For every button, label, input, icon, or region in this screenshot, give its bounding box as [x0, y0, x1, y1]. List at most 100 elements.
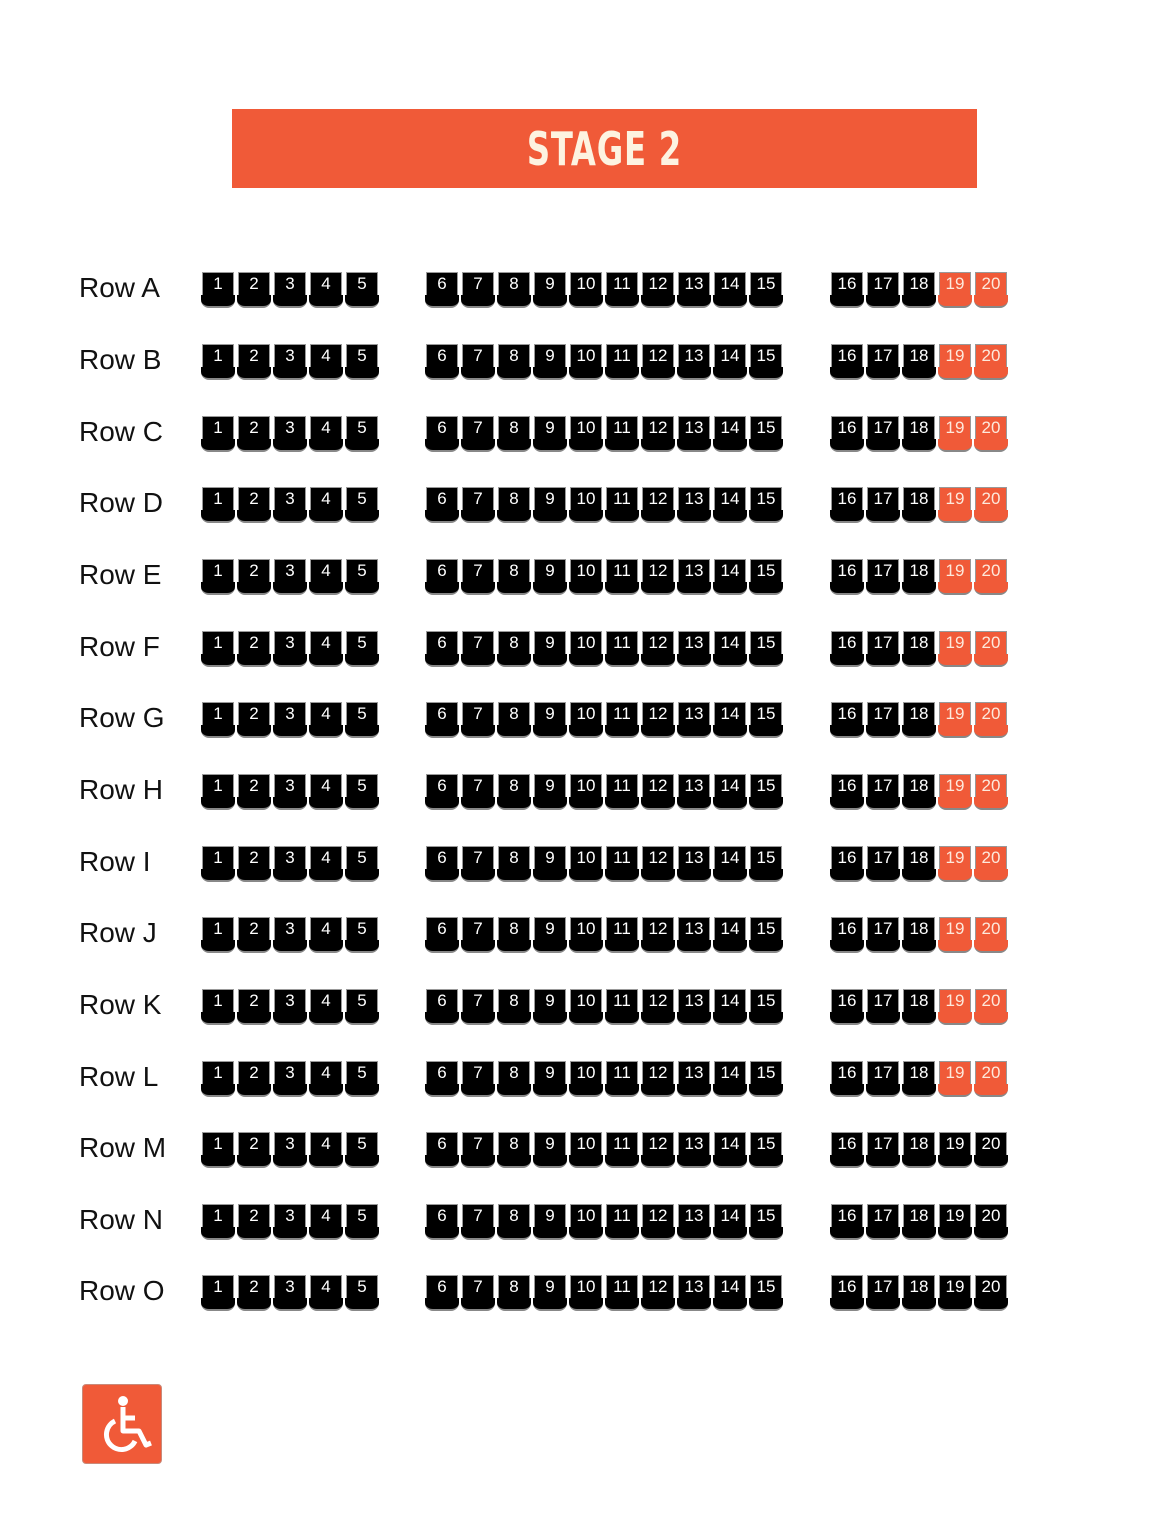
- seat[interactable]: 12: [641, 416, 675, 454]
- seat[interactable]: 18: [902, 989, 936, 1027]
- seat[interactable]: 12: [641, 631, 675, 669]
- seat[interactable]: 6: [425, 774, 459, 812]
- seat[interactable]: 10: [569, 559, 603, 597]
- seat[interactable]: 2: [237, 272, 271, 310]
- seat[interactable]: 2: [237, 344, 271, 382]
- seat[interactable]: 6: [425, 487, 459, 525]
- seat[interactable]: 4: [309, 344, 343, 382]
- seat[interactable]: 8: [497, 989, 531, 1027]
- seat[interactable]: 14: [713, 702, 747, 740]
- seat[interactable]: 16: [830, 272, 864, 310]
- seat[interactable]: 1: [201, 631, 235, 669]
- seat[interactable]: 5: [345, 989, 379, 1027]
- seat[interactable]: 16: [830, 917, 864, 955]
- seat[interactable]: 17: [866, 416, 900, 454]
- seat[interactable]: 8: [497, 631, 531, 669]
- seat[interactable]: 13: [677, 917, 711, 955]
- seat[interactable]: 7: [461, 631, 495, 669]
- accessible-seat[interactable]: 19: [938, 559, 972, 597]
- seat[interactable]: 11: [605, 1204, 639, 1242]
- seat[interactable]: 4: [309, 631, 343, 669]
- seat[interactable]: 17: [866, 1061, 900, 1099]
- seat[interactable]: 9: [533, 1204, 567, 1242]
- seat[interactable]: 16: [830, 1204, 864, 1242]
- seat[interactable]: 13: [677, 559, 711, 597]
- seat[interactable]: 12: [641, 272, 675, 310]
- seat[interactable]: 16: [830, 487, 864, 525]
- accessible-seat[interactable]: 20: [974, 416, 1008, 454]
- accessible-seat[interactable]: 19: [938, 344, 972, 382]
- seat[interactable]: 4: [309, 989, 343, 1027]
- seat[interactable]: 17: [866, 846, 900, 884]
- seat[interactable]: 4: [309, 774, 343, 812]
- seat[interactable]: 8: [497, 559, 531, 597]
- seat[interactable]: 14: [713, 416, 747, 454]
- seat[interactable]: 6: [425, 917, 459, 955]
- seat[interactable]: 1: [201, 1061, 235, 1099]
- seat[interactable]: 9: [533, 1132, 567, 1170]
- seat[interactable]: 16: [830, 1275, 864, 1313]
- seat[interactable]: 14: [713, 846, 747, 884]
- seat[interactable]: 3: [273, 416, 307, 454]
- seat[interactable]: 10: [569, 917, 603, 955]
- seat[interactable]: 6: [425, 1061, 459, 1099]
- seat[interactable]: 16: [830, 344, 864, 382]
- seat[interactable]: 9: [533, 559, 567, 597]
- seat[interactable]: 10: [569, 487, 603, 525]
- seat[interactable]: 15: [749, 1275, 783, 1313]
- seat[interactable]: 7: [461, 989, 495, 1027]
- accessible-seat[interactable]: 19: [938, 989, 972, 1027]
- seat[interactable]: 7: [461, 702, 495, 740]
- seat[interactable]: 17: [866, 1275, 900, 1313]
- seat[interactable]: 12: [641, 846, 675, 884]
- seat[interactable]: 6: [425, 1132, 459, 1170]
- seat[interactable]: 6: [425, 559, 459, 597]
- accessible-seat[interactable]: 19: [938, 774, 972, 812]
- seat[interactable]: 5: [345, 1204, 379, 1242]
- seat[interactable]: 11: [605, 702, 639, 740]
- seat[interactable]: 3: [273, 1204, 307, 1242]
- seat[interactable]: 9: [533, 272, 567, 310]
- seat[interactable]: 9: [533, 1061, 567, 1099]
- seat[interactable]: 13: [677, 416, 711, 454]
- accessible-seat[interactable]: 19: [938, 917, 972, 955]
- seat[interactable]: 3: [273, 702, 307, 740]
- seat[interactable]: 4: [309, 1061, 343, 1099]
- seat[interactable]: 15: [749, 272, 783, 310]
- seat[interactable]: 10: [569, 702, 603, 740]
- seat[interactable]: 11: [605, 774, 639, 812]
- accessible-seat[interactable]: 20: [974, 559, 1008, 597]
- seat[interactable]: 5: [345, 1275, 379, 1313]
- seat[interactable]: 20: [974, 1275, 1008, 1313]
- seat[interactable]: 4: [309, 559, 343, 597]
- accessible-seat[interactable]: 19: [938, 416, 972, 454]
- seat[interactable]: 12: [641, 344, 675, 382]
- seat[interactable]: 11: [605, 846, 639, 884]
- seat[interactable]: 19: [938, 1204, 972, 1242]
- seat[interactable]: 15: [749, 416, 783, 454]
- seat[interactable]: 8: [497, 344, 531, 382]
- seat[interactable]: 8: [497, 416, 531, 454]
- seat[interactable]: 12: [641, 702, 675, 740]
- seat[interactable]: 6: [425, 846, 459, 884]
- seat[interactable]: 1: [201, 1132, 235, 1170]
- seat[interactable]: 17: [866, 559, 900, 597]
- seat[interactable]: 9: [533, 702, 567, 740]
- seat[interactable]: 15: [749, 1061, 783, 1099]
- seat[interactable]: 13: [677, 1275, 711, 1313]
- seat[interactable]: 13: [677, 1061, 711, 1099]
- seat[interactable]: 7: [461, 846, 495, 884]
- seat[interactable]: 14: [713, 559, 747, 597]
- seat[interactable]: 11: [605, 416, 639, 454]
- seat[interactable]: 18: [902, 774, 936, 812]
- accessible-seat[interactable]: 19: [938, 272, 972, 310]
- seat[interactable]: 7: [461, 487, 495, 525]
- seat[interactable]: 8: [497, 846, 531, 884]
- seat[interactable]: 15: [749, 774, 783, 812]
- seat[interactable]: 10: [569, 846, 603, 884]
- seat[interactable]: 3: [273, 1061, 307, 1099]
- seat[interactable]: 7: [461, 559, 495, 597]
- seat[interactable]: 8: [497, 1204, 531, 1242]
- seat[interactable]: 12: [641, 559, 675, 597]
- seat[interactable]: 10: [569, 1204, 603, 1242]
